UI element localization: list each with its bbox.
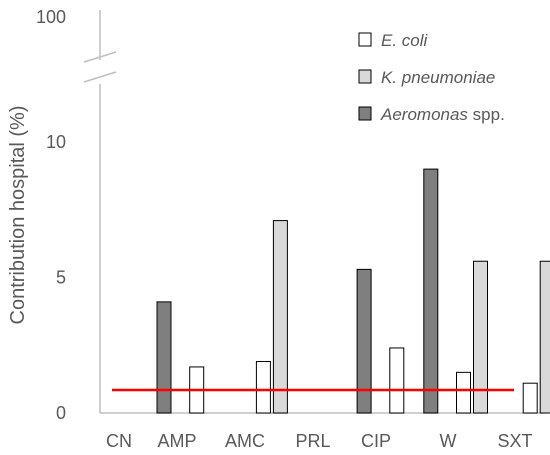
bars xyxy=(156,168,550,414)
bar-prl-series-3 xyxy=(356,268,372,414)
y-tick-label: 5 xyxy=(56,268,66,288)
legend-label: K. pneumoniae xyxy=(381,68,495,87)
legend-label: E. coli xyxy=(381,31,429,50)
y-tick-label: 10 xyxy=(46,132,66,152)
legend-swatch xyxy=(358,69,372,84)
x-tick-label: PRL xyxy=(295,431,330,451)
bar-amc-series-1 xyxy=(255,361,271,414)
bar-sxt-series-2 xyxy=(539,260,550,414)
bar-cip-series-3 xyxy=(423,168,439,414)
bar-amc-series-2 xyxy=(272,220,288,414)
bar-w-series-2 xyxy=(473,260,488,414)
x-tick-label: CIP xyxy=(361,431,391,451)
x-tick-label: CN xyxy=(106,431,132,451)
y-tick-labels: 0 5 10 100 xyxy=(36,7,66,423)
legend-label: Aeromonas spp. xyxy=(380,105,505,124)
legend-swatch xyxy=(358,32,372,47)
x-tick-label: SXT xyxy=(497,431,532,451)
y-tick-label: 100 xyxy=(36,7,66,27)
x-tick-label: W xyxy=(440,431,457,451)
bar-cip-series-1 xyxy=(389,347,405,414)
y-axis-label: Contribution hospital (%) xyxy=(7,106,29,325)
axis-break-mark xyxy=(83,51,117,63)
legend: E. coli K. pneumoniae Aeromonas spp. xyxy=(358,31,505,124)
y-tick-label: 0 xyxy=(56,403,66,423)
bar-cn-series-3 xyxy=(156,301,172,414)
bar-sxt-series-1 xyxy=(522,382,538,414)
x-tick-labels: CN AMP AMC PRL CIP W SXT xyxy=(106,431,533,451)
x-tick-label: AMP xyxy=(157,431,196,451)
axis-break-mark xyxy=(83,71,117,83)
legend-swatch xyxy=(358,106,372,121)
bar-w-series-1 xyxy=(456,371,471,414)
x-tick-label: AMC xyxy=(225,431,265,451)
